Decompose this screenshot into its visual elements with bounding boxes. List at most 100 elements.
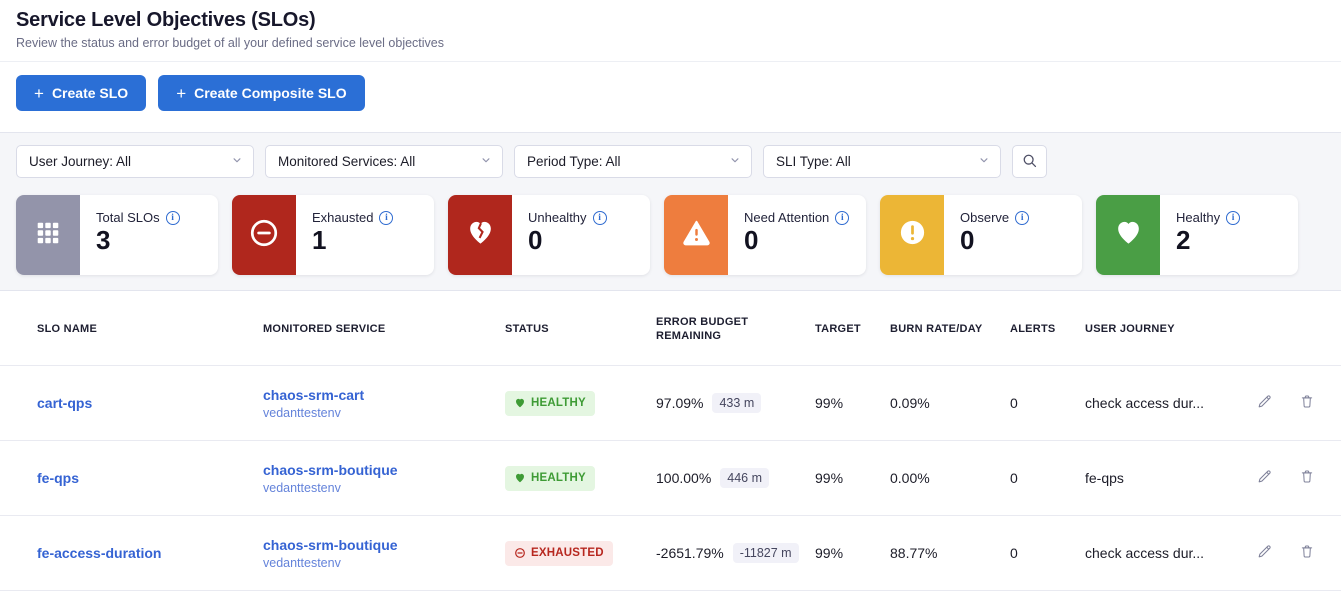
monitored-service-link[interactable]: chaos-srm-boutique xyxy=(263,461,398,478)
monitored-services-filter-dropdown[interactable]: Monitored Services: All xyxy=(265,145,503,178)
status-label: HEALTHY xyxy=(531,397,586,409)
summary-card-value: 1 xyxy=(312,225,327,255)
filters-row: User Journey: All Monitored Services: Al… xyxy=(16,145,1325,178)
alerts-count: 0 xyxy=(1010,470,1018,486)
delete-button[interactable] xyxy=(1299,543,1315,563)
summary-card-icon-block xyxy=(232,195,296,275)
error-budget-minutes-chip: 446 m xyxy=(720,468,770,488)
heart-icon xyxy=(1113,217,1144,253)
chevron-down-icon xyxy=(977,153,991,170)
info-icon[interactable] xyxy=(1226,210,1241,225)
user-journey-value: fe-qps xyxy=(1085,470,1124,486)
heart-badge-icon xyxy=(514,397,526,409)
column-header-alerts: ALERTS xyxy=(1010,323,1056,335)
column-header-error-budget: ERROR BUDGET REMAINING xyxy=(656,316,749,342)
status-label: EXHAUSTED xyxy=(531,547,604,559)
plus-icon xyxy=(34,85,44,102)
search-button[interactable] xyxy=(1012,145,1047,178)
slo-name-link[interactable]: cart-qps xyxy=(37,395,93,411)
chevron-down-icon xyxy=(728,153,742,170)
summary-card: Total SLOs 3 xyxy=(16,195,218,275)
info-icon[interactable] xyxy=(165,210,180,225)
summary-card-label: Observe xyxy=(960,210,1010,225)
column-header-status: STATUS xyxy=(505,323,549,335)
summary-card: Unhealthy 0 xyxy=(448,195,650,275)
burn-rate-value: 0.00% xyxy=(890,470,930,486)
user-journey-value: check access dur... xyxy=(1085,395,1205,411)
summary-card-value: 0 xyxy=(960,225,975,255)
summary-card-icon-block xyxy=(880,195,944,275)
summary-card-icon-block xyxy=(1096,195,1160,275)
alerts-count: 0 xyxy=(1010,545,1018,561)
chevron-down-icon xyxy=(230,153,244,170)
trash-icon xyxy=(1299,543,1315,563)
dropdown-label: Period Type: All xyxy=(527,154,621,169)
summary-cards-row: Total SLOs 3 Exhausted 1 Unhealthy 0 xyxy=(16,195,1325,275)
page-header: Service Level Objectives (SLOs) Review t… xyxy=(0,0,1341,62)
user-journey-value: check access dur... xyxy=(1085,545,1205,561)
table-row[interactable]: cart-qps chaos-srm-cart vedanttestenv HE… xyxy=(0,366,1341,441)
table-row[interactable]: fe-qps chaos-srm-boutique vedanttestenv … xyxy=(0,441,1341,516)
environment-label: vedanttestenv xyxy=(263,480,341,495)
page-title: Service Level Objectives (SLOs) xyxy=(16,9,316,31)
summary-card-label: Total SLOs xyxy=(96,210,160,225)
monitored-service-link[interactable]: chaos-srm-cart xyxy=(263,386,365,403)
period-type-filter-dropdown[interactable]: Period Type: All xyxy=(514,145,752,178)
create-slo-label: Create SLO xyxy=(51,85,129,101)
status-badge: HEALTHY xyxy=(505,390,595,416)
column-header-target: TARGET xyxy=(815,323,861,335)
edit-button[interactable] xyxy=(1256,543,1273,563)
summary-card-label: Exhausted xyxy=(312,210,374,225)
create-composite-slo-button[interactable]: Create Composite SLO xyxy=(158,75,365,111)
error-budget-percent: 100.00% xyxy=(656,470,712,486)
delete-button[interactable] xyxy=(1299,393,1315,413)
monitored-service-link[interactable]: chaos-srm-boutique xyxy=(263,536,398,553)
burn-rate-value: 0.09% xyxy=(890,395,930,411)
minus-circle-badge-icon xyxy=(514,547,526,559)
info-icon[interactable] xyxy=(592,210,607,225)
summary-card: Observe 0 xyxy=(880,195,1082,275)
target-value: 99% xyxy=(815,395,844,411)
delete-button[interactable] xyxy=(1299,468,1315,488)
summary-card-value: 3 xyxy=(96,225,111,255)
create-slo-button[interactable]: Create SLO xyxy=(16,75,147,111)
info-icon[interactable] xyxy=(835,210,850,225)
target-value: 99% xyxy=(815,545,844,561)
warning-triangle-icon xyxy=(681,217,712,253)
summary-card: Exhausted 1 xyxy=(232,195,434,275)
slo-name-link[interactable]: fe-access-duration xyxy=(37,545,162,561)
table-body: cart-qps chaos-srm-cart vedanttestenv HE… xyxy=(0,366,1341,591)
heart-badge-icon xyxy=(514,472,526,484)
dropdown-label: Monitored Services: All xyxy=(278,154,416,169)
trash-icon xyxy=(1299,468,1315,488)
filters-and-summary-section: User Journey: All Monitored Services: Al… xyxy=(0,133,1341,291)
error-budget-minutes-chip: 433 m xyxy=(712,393,762,413)
environment-label: vedanttestenv xyxy=(263,405,341,420)
table-header-row: SLO NAME MONITORED SERVICE STATUS ERROR … xyxy=(0,291,1341,366)
summary-card-value: 0 xyxy=(528,225,543,255)
toolbar: Create SLO Create Composite SLO xyxy=(0,62,1341,133)
summary-card: Healthy 2 xyxy=(1096,195,1298,275)
error-budget-percent: -2651.79% xyxy=(656,545,724,561)
user-journey-filter-dropdown[interactable]: User Journey: All xyxy=(16,145,254,178)
edit-button[interactable] xyxy=(1256,468,1273,488)
info-icon[interactable] xyxy=(379,210,394,225)
sli-type-filter-dropdown[interactable]: SLI Type: All xyxy=(763,145,1001,178)
column-header-burn-rate: BURN RATE/DAY xyxy=(890,323,983,335)
error-budget-percent: 97.09% xyxy=(656,395,704,411)
dropdown-label: SLI Type: All xyxy=(776,154,851,169)
summary-card-value: 2 xyxy=(1176,225,1191,255)
dropdown-label: User Journey: All xyxy=(29,154,132,169)
table-row[interactable]: fe-access-duration chaos-srm-boutique ve… xyxy=(0,516,1341,591)
summary-card-value: 0 xyxy=(744,225,759,255)
broken-heart-icon xyxy=(465,217,496,253)
burn-rate-value: 88.77% xyxy=(890,545,938,561)
create-composite-slo-label: Create Composite SLO xyxy=(194,85,347,101)
environment-label: vedanttestenv xyxy=(263,555,341,570)
summary-card-label: Need Attention xyxy=(744,210,830,225)
info-icon[interactable] xyxy=(1015,210,1030,225)
edit-button[interactable] xyxy=(1256,393,1273,413)
slo-table: SLO NAME MONITORED SERVICE STATUS ERROR … xyxy=(0,291,1341,591)
page-subtitle: Review the status and error budget of al… xyxy=(16,36,445,50)
slo-name-link[interactable]: fe-qps xyxy=(37,470,79,486)
